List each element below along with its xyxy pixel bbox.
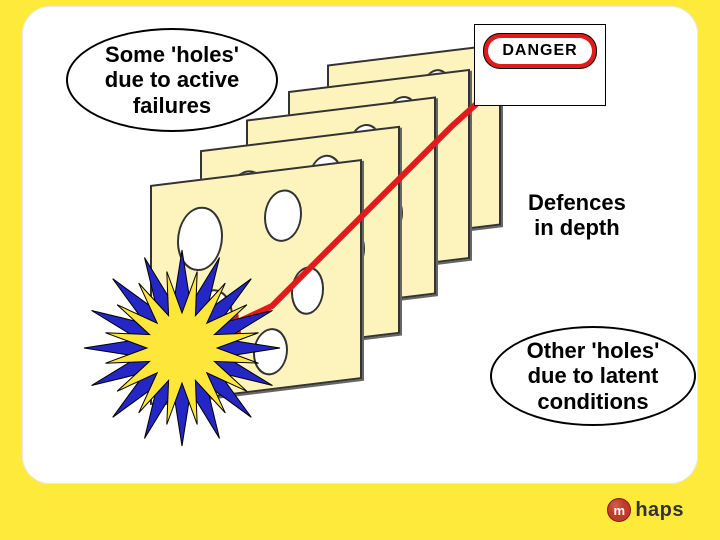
callout-latent-conditions: Other 'holes'due to latentconditions — [490, 326, 696, 426]
label-defences-text: Defencesin depth — [528, 190, 626, 240]
logo-text: haps — [635, 499, 684, 522]
callout-active-failures: Some 'holes'due to activefailures — [66, 28, 278, 132]
label-defences-in-depth: Defencesin depth — [528, 190, 626, 241]
danger-sign: DANGER — [474, 24, 606, 106]
danger-pill: DANGER — [483, 33, 597, 69]
content-panel: DANGER Some 'holes'due to activefailures… — [22, 6, 698, 484]
callout-latent-text: Other 'holes'due to latentconditions — [527, 338, 660, 414]
diagram-stage: DANGER Some 'holes'due to activefailures… — [22, 6, 698, 484]
danger-label: DANGER — [488, 38, 592, 64]
footer-logo: m haps — [607, 498, 684, 522]
callout-active-text: Some 'holes'due to activefailures — [105, 42, 239, 118]
logo-glyph: m — [607, 498, 631, 522]
